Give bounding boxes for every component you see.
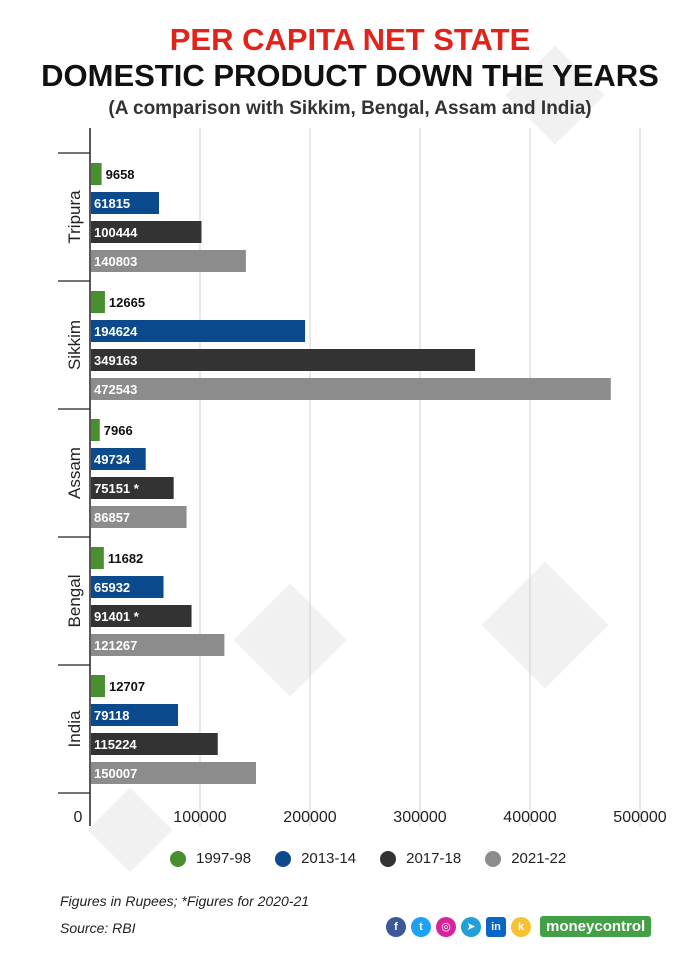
category-label: Assam: [65, 447, 84, 499]
data-label: 49734: [94, 452, 131, 467]
data-label: 349163: [94, 353, 137, 368]
bar: [91, 704, 179, 726]
title-line-2: DOMESTIC PRODUCT DOWN THE YEARS: [41, 58, 659, 93]
bar: [91, 419, 100, 441]
legend-item: 2021-22: [485, 850, 566, 867]
telegram-icon[interactable]: ➤: [461, 916, 481, 937]
category-label: India: [65, 710, 84, 747]
footnote-source: Source: RBI: [60, 920, 136, 936]
bar: [91, 320, 306, 342]
x-tick-label: 0: [74, 809, 83, 826]
legend-label: 1997-98: [196, 850, 252, 867]
legend: 1997-98 2013-14 2017-18 2021-22: [170, 850, 590, 867]
legend-swatch: [275, 850, 292, 867]
x-tick-label: 300000: [393, 809, 446, 826]
data-label: 79118: [94, 708, 129, 723]
koo-icon[interactable]: k: [511, 916, 531, 937]
data-label: 75151 *: [94, 481, 140, 496]
subtitle: (A comparison with Sikkim, Bengal, Assam…: [108, 98, 592, 119]
instagram-icon[interactable]: ◎: [436, 916, 456, 937]
bar: [91, 163, 102, 185]
bar: [91, 547, 104, 569]
twitter-icon[interactable]: t: [411, 916, 431, 937]
category-label: Bengal: [65, 575, 84, 628]
bar: [91, 192, 159, 214]
data-label: 194624: [94, 324, 138, 339]
bar: [91, 477, 174, 499]
data-label: 472543: [94, 382, 137, 397]
legend-swatch: [170, 850, 186, 867]
category-label: Sikkim: [65, 320, 84, 370]
bar: [91, 448, 146, 470]
bar: [91, 762, 257, 784]
facebook-icon[interactable]: f: [386, 916, 406, 937]
legend-item: 2017-18: [380, 850, 461, 867]
bar: [91, 675, 105, 697]
data-label: 65932: [94, 580, 130, 595]
bar: [91, 605, 192, 627]
legend-item: 2013-14: [275, 850, 356, 867]
footnote-units: Figures in Rupees; *Figures for 2020-21: [60, 893, 310, 909]
data-label: 115224: [94, 737, 137, 752]
bar: [91, 349, 476, 371]
data-label: 9658: [106, 167, 135, 182]
bar: [91, 291, 105, 313]
data-label: 91401 *: [94, 609, 140, 624]
data-label: 7966: [104, 423, 133, 438]
bar: [91, 378, 611, 400]
data-label: 121267: [94, 638, 137, 653]
bar: [91, 506, 187, 528]
x-tick-label: 200000: [283, 809, 336, 826]
title-line-1: PER CAPITA NET STATE: [169, 22, 531, 57]
title-block: PER CAPITA NET STATE DOMESTIC PRODUCT DO…: [0, 22, 700, 122]
data-label: 12707: [109, 679, 145, 694]
social-icons: f t ◎ ➤ in k moneycontrol: [386, 916, 652, 937]
bar: [91, 221, 202, 243]
legend-swatch: [485, 850, 502, 867]
x-tick-label: 500000: [613, 809, 666, 826]
legend-label: 2017-18: [406, 850, 462, 867]
bar: [91, 634, 225, 656]
legend-swatch: [380, 850, 397, 867]
data-label: 100444: [94, 225, 138, 240]
bar: [91, 733, 218, 755]
linkedin-icon[interactable]: in: [486, 916, 506, 937]
legend-item: 1997-98: [170, 850, 251, 867]
data-label: 150007: [94, 766, 137, 781]
brand-logo[interactable]: moneycontrol: [540, 916, 652, 937]
data-label: 140803: [94, 254, 137, 269]
legend-label: 2021-22: [511, 850, 567, 867]
bar: [91, 576, 164, 598]
data-label: 11682: [108, 551, 143, 566]
bar: [91, 250, 246, 272]
x-tick-label: 100000: [173, 809, 226, 826]
data-label: 86857: [94, 510, 130, 525]
data-label: 61815: [94, 196, 130, 211]
data-label: 12665: [109, 295, 145, 310]
category-label: Tripura: [65, 190, 84, 244]
x-tick-label: 400000: [503, 809, 556, 826]
legend-label: 2013-14: [301, 850, 357, 867]
